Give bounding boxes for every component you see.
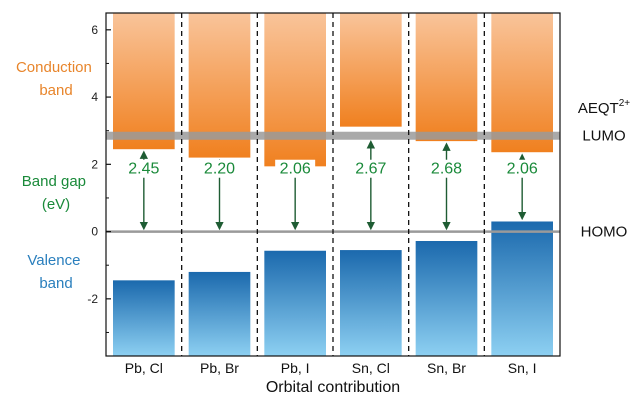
band-gap-label-line1: Band gap <box>22 173 86 190</box>
x-tick-label: Pb, I <box>281 360 310 376</box>
valence-bar <box>188 271 251 356</box>
conduction-band-label-line1: Conduction <box>16 59 92 76</box>
homo-label: HOMO <box>581 224 628 241</box>
plot-frame <box>105 12 561 357</box>
valence-bar <box>264 250 326 356</box>
valence-band-label: Valence band <box>27 252 84 292</box>
band-gap-value: 2.45 <box>128 161 159 178</box>
y-tick-label: 0 <box>91 225 98 239</box>
band-gap-value-bg <box>502 159 543 178</box>
y-tick-label: 2 <box>91 157 98 171</box>
valence-bar <box>340 250 402 356</box>
bars-layer <box>113 13 553 356</box>
conduction-band-label: Conduction band <box>16 59 96 99</box>
band-gap-label: Band gap (eV) <box>22 173 90 213</box>
band-gap-value-bg <box>350 159 391 178</box>
x-tick-label: Sn, I <box>508 360 537 376</box>
y-axis: -2 0 2 4 6 <box>87 23 111 333</box>
band-gap-value: 2.67 <box>355 161 386 178</box>
x-tick-label: Sn, Cl <box>352 360 390 376</box>
x-axis: Pb, Cl Pb, Br Pb, I Sn, Cl Sn, Br Sn, I <box>125 360 537 376</box>
y-tick-label: 4 <box>91 90 98 104</box>
band-gap-label-line2: (eV) <box>42 196 70 213</box>
lumo-label: LUMO <box>582 128 625 145</box>
aeqt-label: AEQT2+ <box>578 98 630 117</box>
band-gap-value: 2.20 <box>204 161 235 178</box>
x-axis-title: Orbital contribution <box>266 379 400 396</box>
aeqt-label-text: AEQT <box>578 100 619 117</box>
valence-band-label-line1: Valence <box>27 252 80 269</box>
band-gap-value-bg <box>275 159 316 178</box>
band-gap-value: 2.06 <box>280 161 311 178</box>
lumo-level <box>106 131 560 140</box>
band-gap-value-bg <box>426 159 467 178</box>
conduction-band-label-line2: band <box>39 82 72 99</box>
conduction-bar <box>113 13 175 150</box>
conduction-bar <box>340 13 402 127</box>
band-gap-value: 2.68 <box>431 161 462 178</box>
aeqt-label-superscript: 2+ <box>619 98 631 109</box>
conduction-bar <box>491 13 553 153</box>
valence-bar <box>415 240 478 356</box>
separators-layer <box>181 13 485 356</box>
band-gap-value: 2.06 <box>507 161 538 178</box>
conduction-bar <box>264 13 326 167</box>
valence-bar <box>113 280 175 356</box>
valence-bar <box>491 221 553 356</box>
y-tick-label: 6 <box>91 23 98 37</box>
band-gap-value-bg <box>199 159 240 178</box>
y-tick-label: -2 <box>87 292 98 306</box>
x-tick-label: Pb, Br <box>200 360 239 376</box>
valence-band-label-line2: band <box>39 275 72 292</box>
x-tick-label: Pb, Cl <box>125 360 163 376</box>
x-tick-label: Sn, Br <box>427 360 466 376</box>
gap-arrows-layer: 2.45 2.20 2.06 2.67 2.68 2.06 <box>123 140 543 231</box>
band-gap-value-bg <box>123 159 164 178</box>
conduction-bar <box>415 13 478 142</box>
